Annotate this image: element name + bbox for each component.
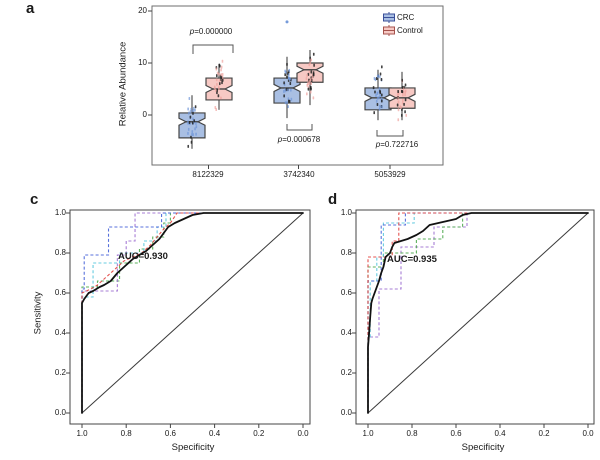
roc-ytick-label: 0.2 bbox=[54, 368, 66, 377]
legend-label-crc: CRC bbox=[397, 13, 415, 22]
d-auc-label: AUC=0.935 bbox=[387, 254, 437, 265]
panel-c-label: c bbox=[30, 191, 39, 208]
a-xtick-3742340: 3742340 bbox=[283, 170, 315, 179]
roc-xtick-label: 0.6 bbox=[164, 429, 176, 438]
a-xtick-5053929: 5053929 bbox=[374, 170, 406, 179]
a-xtick-8122329: 8122329 bbox=[192, 170, 224, 179]
panel-a-label: a bbox=[26, 0, 35, 17]
roc-ytick-label: 0.0 bbox=[54, 408, 66, 417]
roc-xtick-label: 0.8 bbox=[120, 429, 132, 438]
roc-xtick-label: 0.0 bbox=[582, 429, 594, 438]
d-x-axis-title: Specificity bbox=[461, 442, 505, 453]
c-auc-label: AUC=0.930 bbox=[118, 251, 168, 262]
c-y-axis-title: Sensitivity bbox=[32, 291, 44, 335]
roc-ytick-label: 0.8 bbox=[340, 248, 352, 257]
roc-xtick-label: 0.0 bbox=[297, 429, 309, 438]
roc-ytick-label: 1.0 bbox=[340, 208, 352, 217]
a-ytick-0: 0 bbox=[142, 110, 147, 119]
a-ytick-10: 10 bbox=[138, 58, 147, 67]
a-ytick-20: 20 bbox=[138, 6, 147, 15]
roc-xtick-label: 1.0 bbox=[362, 429, 374, 438]
p-value-label-1: p=0.000000 bbox=[189, 27, 233, 36]
roc-xtick-label: 0.4 bbox=[494, 429, 506, 438]
roc-ytick-label: 0.2 bbox=[340, 368, 352, 377]
roc-xtick-label: 0.8 bbox=[406, 429, 418, 438]
p-value-label-2: p=0.000678 bbox=[277, 135, 321, 144]
roc-ytick-label: 0.4 bbox=[340, 328, 352, 337]
roc-ytick-label: 0.0 bbox=[340, 408, 352, 417]
p-value-label-3: p=0.722716 bbox=[375, 140, 419, 149]
roc-ytick-label: 0.8 bbox=[54, 248, 66, 257]
roc-xtick-label: 0.4 bbox=[209, 429, 221, 438]
roc-ytick-label: 1.0 bbox=[54, 208, 66, 217]
roc-xtick-label: 1.0 bbox=[76, 429, 88, 438]
roc-ytick-label: 0.6 bbox=[340, 288, 352, 297]
roc-ytick-label: 0.4 bbox=[54, 328, 66, 337]
roc-xtick-label: 0.2 bbox=[538, 429, 550, 438]
roc-xtick-label: 0.6 bbox=[450, 429, 462, 438]
panel-d-label: d bbox=[328, 191, 338, 208]
c-x-axis-title: Specificity bbox=[171, 442, 215, 453]
legend-label-control: Control bbox=[397, 26, 423, 35]
roc-xtick-label: 0.2 bbox=[253, 429, 265, 438]
roc-ytick-label: 0.6 bbox=[54, 288, 66, 297]
